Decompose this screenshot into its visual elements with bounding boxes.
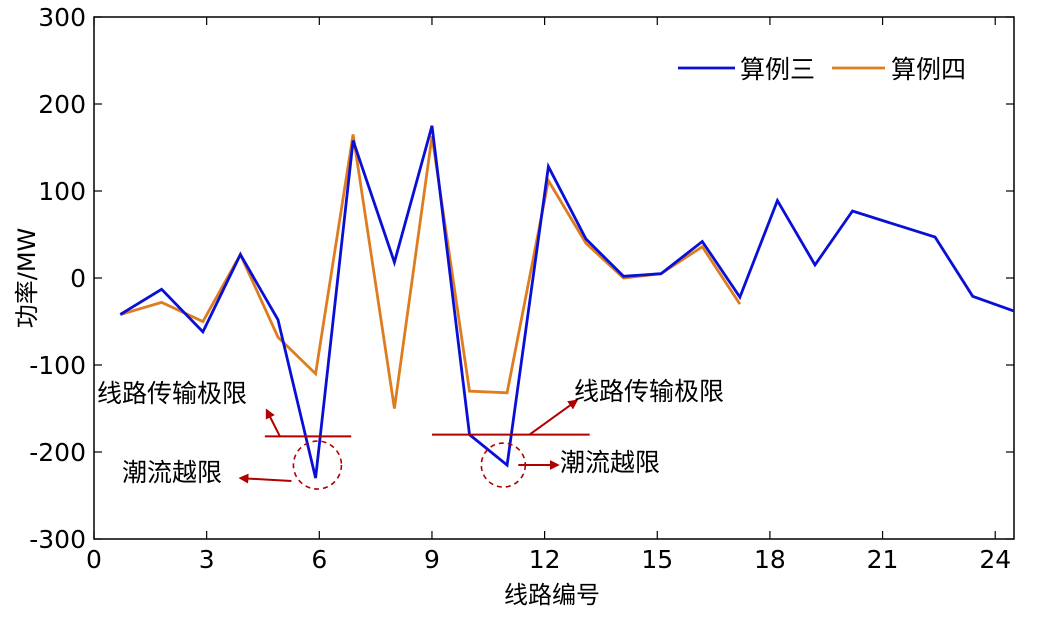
y-tick-label: -300 <box>29 525 86 554</box>
y-tick-label: -100 <box>29 351 86 380</box>
legend: 算例三 算例四 <box>678 55 966 84</box>
limit-left-arrow <box>265 408 281 437</box>
y-tick-label: 100 <box>38 177 86 206</box>
x-tick-label: 6 <box>311 545 327 574</box>
x-axis-label: 线路编号 <box>504 581 600 609</box>
overflow-left-label: 潮流越限 <box>122 458 222 487</box>
legend-label-1: 算例三 <box>740 55 815 84</box>
plot-frame <box>93 16 1015 540</box>
y-axis-label: 功率/MW <box>13 228 41 329</box>
y-tick-label: 0 <box>70 264 86 293</box>
x-tick-label: 3 <box>199 545 215 574</box>
y-axis-ticks: -300 -200 -100 0 100 200 300 <box>29 3 1014 554</box>
x-axis-ticks: 0 3 6 9 12 15 18 21 24 <box>86 17 1011 574</box>
y-tick-label: 200 <box>38 90 86 119</box>
limit-right-label: 线路传输极限 <box>574 377 724 406</box>
x-tick-label: 18 <box>754 545 786 574</box>
x-tick-label: 0 <box>86 545 102 574</box>
y-tick-label: 300 <box>38 3 86 32</box>
limit-left-label: 线路传输极限 <box>97 379 247 408</box>
limit-right-arrow <box>529 399 579 436</box>
overflow-left-arrow <box>238 473 292 484</box>
overflow-left-circle <box>292 440 343 490</box>
x-tick-label: 15 <box>641 545 673 574</box>
x-tick-label: 12 <box>529 545 561 574</box>
series-layer <box>119 125 1015 479</box>
overflow-right-label: 潮流越限 <box>560 448 660 477</box>
x-tick-label: 21 <box>867 545 899 574</box>
legend-label-2: 算例四 <box>891 55 966 84</box>
x-tick-label: 9 <box>424 545 440 574</box>
y-tick-label: -200 <box>29 438 86 467</box>
x-tick-label: 24 <box>979 545 1011 574</box>
series-line-1 <box>119 125 1015 479</box>
